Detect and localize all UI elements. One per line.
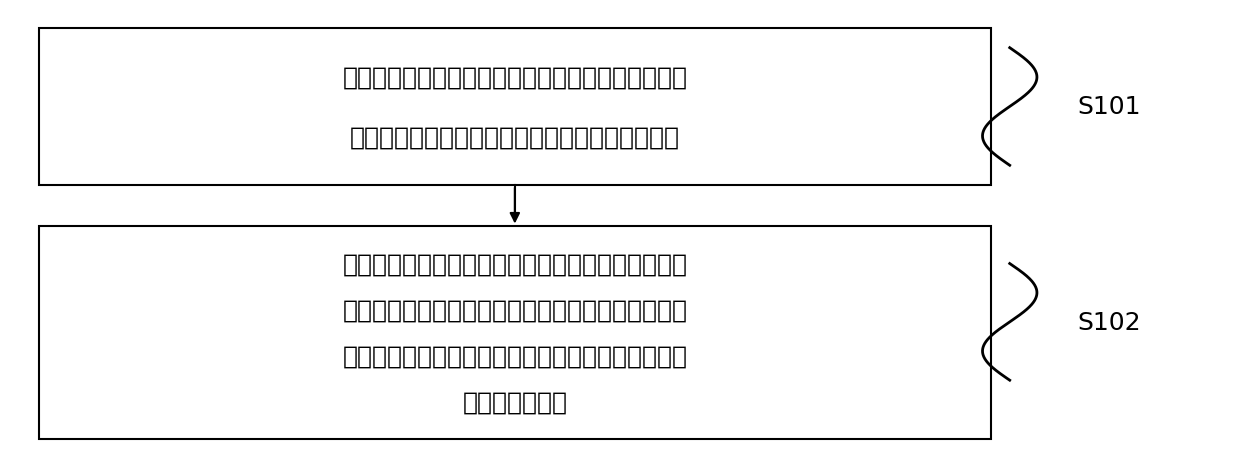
Text: S102: S102 [1078, 310, 1141, 334]
Text: 根据零电平的起始时刻和停止时刻确定零电平区段: 根据零电平的起始时刻和停止时刻确定零电平区段 [350, 125, 680, 149]
Text: S101: S101 [1078, 95, 1141, 119]
Text: 第二桥臂的上功率半导体开关同时导通，或，驱动第: 第二桥臂的上功率半导体开关同时导通，或，驱动第 [342, 298, 687, 322]
Text: 一桥臂的下功率半导体开关和第二桥臂的下功率半导: 一桥臂的下功率半导体开关和第二桥臂的下功率半导 [342, 344, 687, 368]
FancyBboxPatch shape [38, 29, 991, 186]
FancyBboxPatch shape [38, 227, 991, 438]
Text: 体开关同时导通: 体开关同时导通 [463, 390, 568, 414]
Text: 在零电平区段，驱动第一桥臂的上功率半导体开关和: 在零电平区段，驱动第一桥臂的上功率半导体开关和 [342, 252, 687, 275]
Text: 计算出输出电压的零电平的起始时刻和停止时刻，并: 计算出输出电压的零电平的起始时刻和停止时刻，并 [342, 65, 687, 89]
